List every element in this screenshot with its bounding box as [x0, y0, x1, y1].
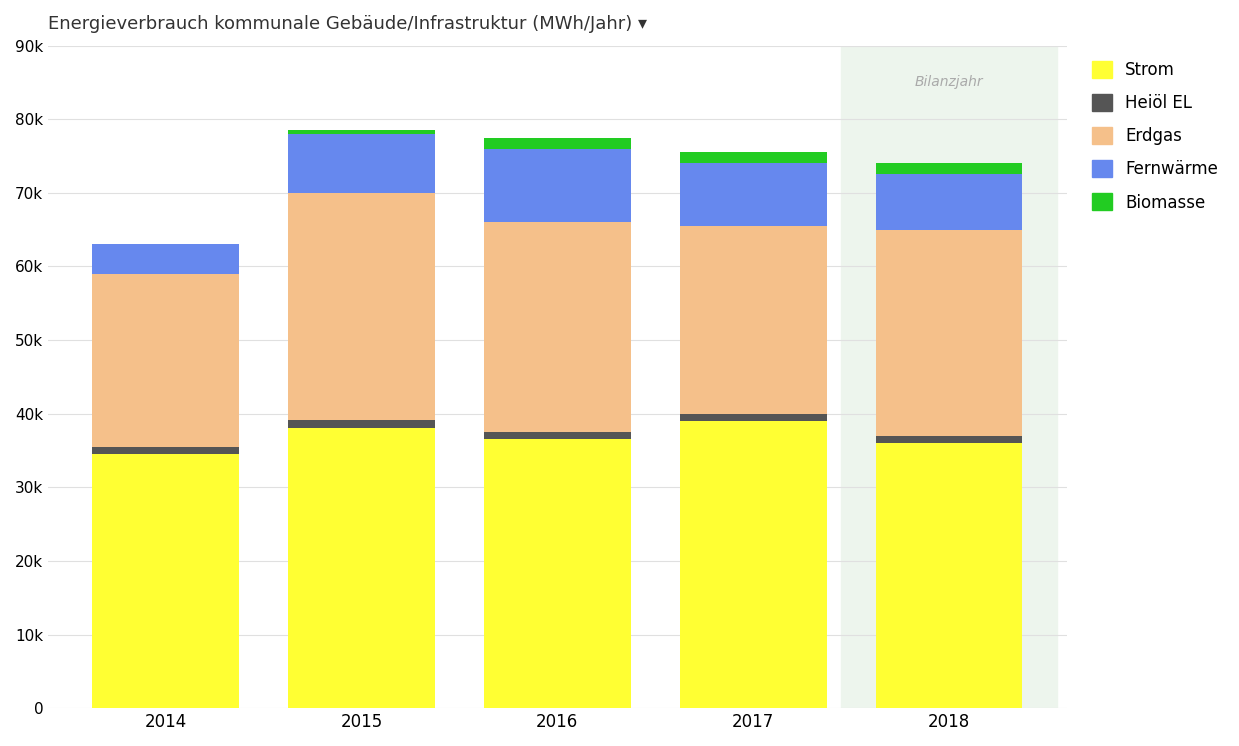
Bar — [287, 428, 435, 708]
Bar — [876, 230, 1022, 436]
Bar — [92, 245, 239, 274]
Bar — [287, 193, 435, 419]
Bar — [92, 274, 239, 447]
Bar — [876, 175, 1022, 230]
Legend: Strom, Heiöl EL, Erdgas, Fernwärme, Biomasse: Strom, Heiöl EL, Erdgas, Fernwärme, Biom… — [1085, 54, 1224, 218]
Text: Bilanzjahr: Bilanzjahr — [914, 75, 984, 89]
Bar — [680, 163, 826, 226]
Bar — [680, 414, 826, 421]
Bar — [92, 454, 239, 708]
Bar — [484, 138, 631, 148]
Bar — [92, 447, 239, 454]
Bar — [484, 432, 631, 439]
Bar — [484, 222, 631, 432]
Bar — [876, 443, 1022, 708]
Bar — [876, 436, 1022, 443]
Bar — [680, 226, 826, 414]
Bar — [876, 163, 1022, 175]
Bar — [484, 439, 631, 708]
Bar — [287, 134, 435, 193]
Bar — [287, 419, 435, 428]
Bar — [841, 46, 1057, 708]
Bar — [680, 152, 826, 163]
Bar — [287, 131, 435, 134]
Text: Energieverbrauch kommunale Gebäude/Infrastruktur (MWh/Jahr) ▾: Energieverbrauch kommunale Gebäude/Infra… — [48, 15, 647, 33]
Bar — [484, 148, 631, 222]
Bar — [680, 421, 826, 708]
